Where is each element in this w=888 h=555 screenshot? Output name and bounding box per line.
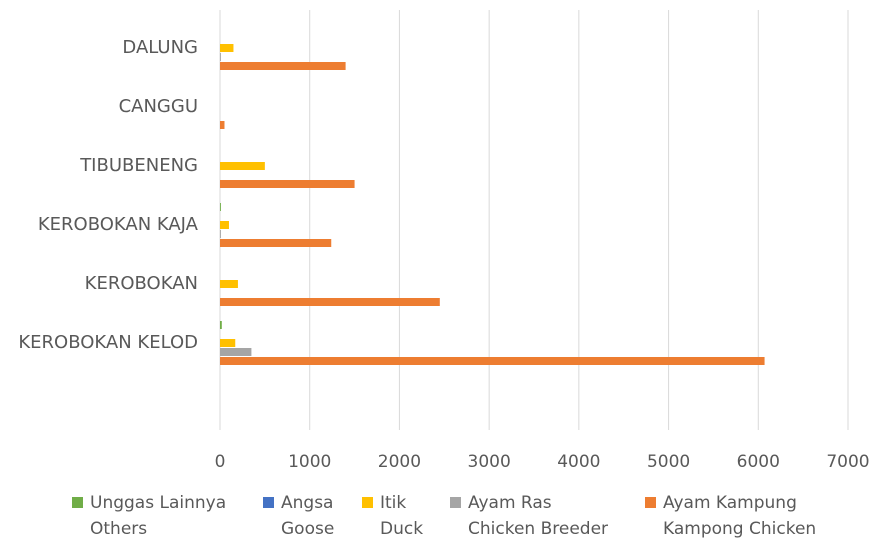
- legend-swatch: [362, 497, 373, 508]
- legend-label: Unggas Lainnya Others: [90, 493, 227, 539]
- bar: [220, 348, 252, 356]
- bar: [220, 221, 229, 229]
- bar: [220, 203, 221, 211]
- x-tick-label: 7000: [826, 452, 869, 472]
- x-tick-label: 0: [215, 452, 226, 472]
- y-tick-label: KEROBOKAN KELOD: [18, 332, 198, 353]
- x-tick-label: 5000: [647, 452, 690, 472]
- legend-swatch: [263, 497, 274, 508]
- y-tick-label: DALUNG: [122, 37, 198, 58]
- legend-label: Itik Duck: [380, 493, 424, 539]
- legend-label: Ayam Ras Chicken Breeder: [468, 493, 609, 539]
- y-tick-label: TIBUBENENG: [79, 155, 198, 176]
- y-tick-label: KEROBOKAN: [85, 273, 198, 294]
- legend-swatch: [450, 497, 461, 508]
- bar: [220, 121, 225, 129]
- bar: [220, 53, 221, 61]
- x-tick-label: 3000: [468, 452, 511, 472]
- y-tick-label: KEROBOKAN KAJA: [38, 214, 199, 235]
- bar: [220, 298, 440, 306]
- bar: [220, 62, 346, 70]
- bar: [220, 44, 234, 52]
- legend-label: Angsa Goose: [281, 493, 335, 539]
- bar: [220, 239, 332, 247]
- legend-swatch: [72, 497, 83, 508]
- bar: [220, 180, 355, 188]
- legend-swatch: [645, 497, 656, 508]
- bar: [220, 280, 238, 288]
- bar: [220, 230, 221, 238]
- bar: [220, 357, 765, 365]
- y-tick-label: CANGGU: [119, 96, 198, 117]
- bar: [220, 162, 265, 170]
- x-tick-label: 4000: [557, 452, 600, 472]
- x-tick-label: 6000: [737, 452, 780, 472]
- x-tick-label: 2000: [378, 452, 421, 472]
- bar: [220, 339, 236, 347]
- x-tick-label: 1000: [288, 452, 331, 472]
- legend-label: Ayam Kampung Kampong Chicken: [663, 493, 817, 539]
- bar: [220, 321, 222, 329]
